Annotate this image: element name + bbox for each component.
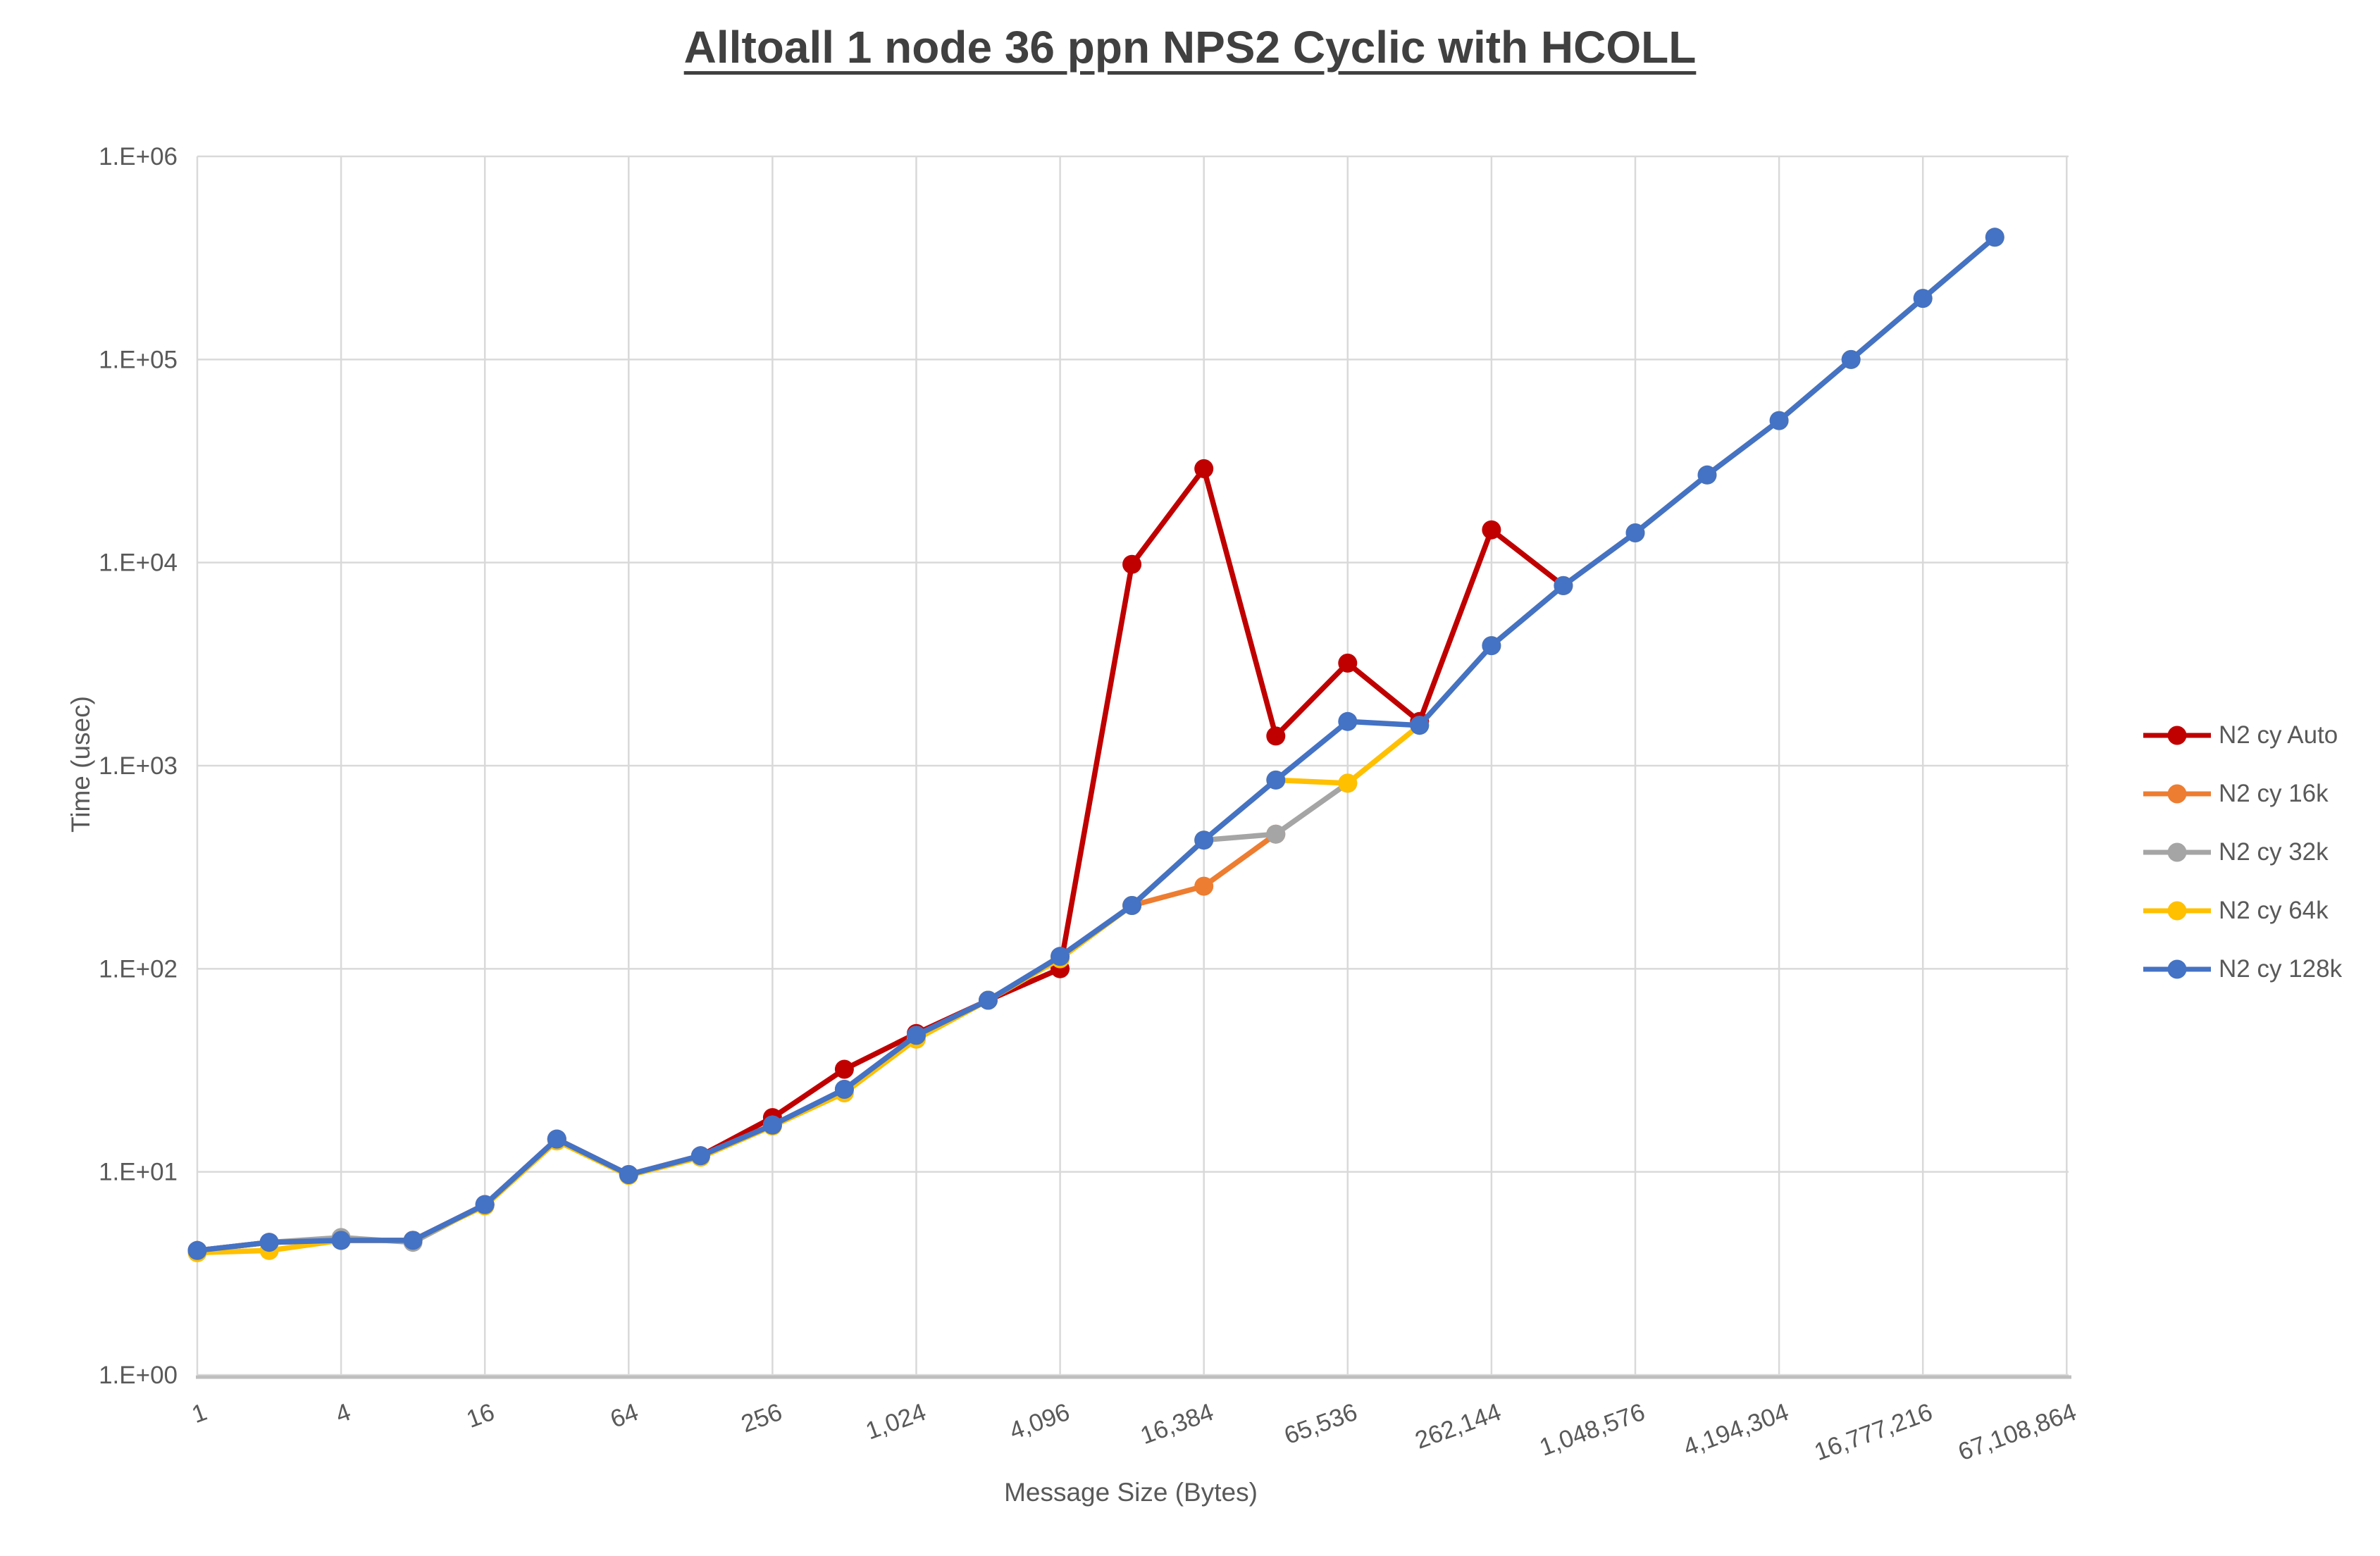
data-point: [907, 1026, 926, 1045]
data-point: [1985, 228, 2004, 247]
y-tick-label: 1.E+01: [99, 1159, 178, 1186]
data-point: [1482, 636, 1501, 656]
data-point: [690, 1146, 710, 1166]
y-tick-label: 1.E+00: [99, 1362, 178, 1389]
legend-label: N2 cy 32k: [2219, 838, 2329, 866]
data-point: [762, 1115, 782, 1135]
x-axis-title: Message Size (Bytes): [1004, 1478, 1258, 1507]
series-line: [194, 235, 1998, 1256]
x-tick-label: 65,536: [1281, 1398, 1361, 1450]
data-point: [1554, 575, 1573, 595]
data-point: [1266, 770, 1286, 790]
data-point: [187, 1240, 207, 1260]
data-point: [259, 1233, 279, 1252]
data-point: [331, 1231, 351, 1250]
data-point: [1338, 653, 1358, 673]
y-tick-label: 1.E+02: [99, 955, 178, 983]
data-point: [1482, 520, 1501, 540]
x-tick-label: 64: [607, 1398, 642, 1433]
legend-marker-icon: [2143, 726, 2211, 745]
y-axis-tick-labels: 1.E+06 1.E+05 1.E+04 1.E+03 1.E+02 1.E+01 1.E+…: [99, 143, 178, 1389]
x-tick-label: 16,384: [1136, 1398, 1217, 1450]
data-point: [1050, 947, 1070, 966]
x-tick-label: 67,108,864: [1954, 1398, 2080, 1467]
legend-marker-icon: [2143, 901, 2211, 920]
legend-item-N2-cy-Auto: N2 cy Auto: [2142, 706, 2342, 764]
data-point: [1913, 289, 1933, 309]
data-point: [1697, 465, 1717, 485]
data-point: [1625, 523, 1645, 542]
data-point: [1194, 459, 1214, 478]
series-N2-cy-Auto: [187, 459, 1573, 1260]
data-point: [1194, 830, 1214, 850]
x-tick-label: 262,144: [1411, 1398, 1504, 1455]
legend-marker-icon: [2143, 784, 2211, 803]
data-point: [1194, 876, 1214, 896]
data-point: [979, 990, 998, 1010]
data-point: [619, 1165, 638, 1184]
data-point: [1266, 726, 1286, 746]
data-point: [1841, 349, 1861, 369]
y-tick-label: 1.E+05: [99, 346, 178, 373]
legend-marker-icon: [2143, 959, 2211, 978]
data-point: [1122, 554, 1142, 574]
x-tick-label: 256: [738, 1398, 786, 1438]
x-tick-label: 16: [463, 1398, 498, 1433]
x-axis-tick-labels: 1 4 16 64 256 1,024 4,096 16,384 65,536 262,144 1,…: [188, 1398, 2080, 1467]
legend-item-N2-cy-32k: N2 cy 32k: [2142, 823, 2342, 881]
series-N2-cy-64k: [187, 228, 2004, 1262]
series-N2-cy-16k: [187, 824, 1286, 1260]
legend-item-N2-cy-64k: N2 cy 64k: [2142, 881, 2342, 940]
legend-label: N2 cy Auto: [2219, 721, 2338, 749]
series-line: [194, 235, 1998, 1254]
series-line: [194, 831, 1279, 1254]
x-tick-label: 1,048,576: [1536, 1398, 1649, 1462]
data-point: [1410, 716, 1430, 735]
x-tick-label: 4,096: [1006, 1398, 1074, 1445]
y-tick-label: 1.E+04: [99, 549, 178, 577]
data-point: [1122, 896, 1142, 915]
data-point: [547, 1129, 566, 1149]
legend-label: N2 cy 16k: [2219, 779, 2329, 807]
x-tick-label: 4,194,304: [1680, 1398, 1792, 1462]
data-point: [834, 1059, 854, 1079]
legend-marker-icon: [2143, 842, 2211, 861]
series-line: [194, 466, 1566, 1254]
chart-title: Alltoall 1 node 36 ppn NPS2 Cyclic with …: [683, 22, 1697, 73]
data-point: [1338, 773, 1358, 793]
y-tick-label: 1.E+06: [99, 143, 178, 170]
series-N2-cy-128k: [187, 228, 2004, 1260]
legend-item-N2-cy-16k: N2 cy 16k: [2142, 764, 2342, 823]
x-tick-label: 1,024: [862, 1398, 930, 1445]
gridlines: [196, 155, 2069, 1376]
data-point: [403, 1231, 423, 1250]
data-point: [1266, 824, 1286, 844]
legend-label: N2 cy 128k: [2219, 954, 2343, 983]
legend-label: N2 cy 64k: [2219, 896, 2329, 924]
data-point: [1338, 711, 1358, 731]
legend-item-N2-cy-128k: N2 cy 128k: [2142, 940, 2342, 998]
data-point: [834, 1080, 854, 1099]
legend: N2 cy Auto N2 cy 16k N2 cy 32k N2 cy 64k N2 …: [2142, 706, 2342, 998]
x-tick-label: 1: [188, 1398, 211, 1429]
x-tick-label: 4: [332, 1398, 354, 1429]
x-tick-label: 16,777,216: [1811, 1398, 1936, 1467]
data-point: [1769, 411, 1789, 430]
y-tick-label: 1.E+03: [99, 752, 178, 780]
data-point: [475, 1195, 495, 1214]
